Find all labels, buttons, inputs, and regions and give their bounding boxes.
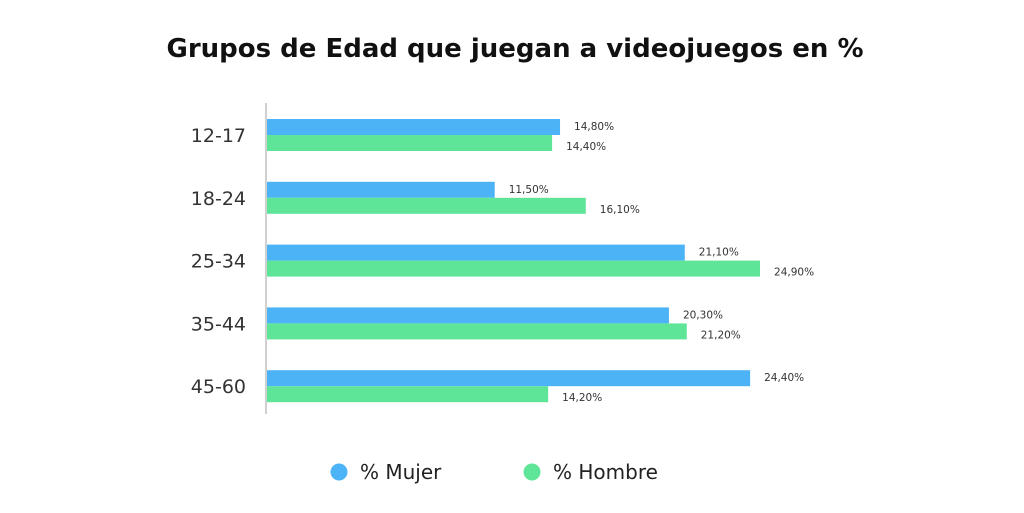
data-label: 24,90%: [774, 267, 814, 279]
bar-mujer: [267, 119, 561, 135]
data-label: 16,10%: [600, 204, 640, 216]
data-label: 14,20%: [562, 392, 602, 404]
bar-mujer: [267, 370, 751, 387]
category-label: 12-17: [191, 125, 246, 147]
category-label: 45-60: [191, 376, 246, 398]
legend: % Mujer % Hombre: [330, 460, 658, 484]
data-label: 24,40%: [764, 372, 804, 384]
data-label: 11,50%: [509, 184, 549, 196]
data-label: 20,30%: [683, 309, 723, 321]
legend-marker-mujer: [330, 463, 348, 481]
data-label: 14,40%: [566, 141, 606, 153]
chart-title: Grupos de Edad que juegan a videojuegos …: [167, 34, 864, 64]
data-label: 21,20%: [701, 329, 741, 341]
bar-hombre: [267, 323, 687, 340]
bars-layer: 12-17 14,80% 14,40% 18-24 11,50% 16,10% 25-34 2…: [191, 119, 814, 404]
category-label: 35-44: [191, 313, 246, 335]
legend-label-mujer: % Mujer: [360, 460, 442, 484]
bar-hombre: [267, 386, 549, 403]
data-label: 14,80%: [574, 121, 614, 133]
legend-label-hombre: % Hombre: [553, 460, 658, 484]
bar-mujer: [267, 181, 495, 198]
category-label: 25-34: [191, 251, 246, 273]
bar-mujer: [267, 307, 669, 324]
bar-hombre: [267, 197, 586, 214]
bar-hombre: [267, 260, 761, 277]
category-label: 18-24: [191, 188, 246, 210]
legend-marker-hombre: [523, 463, 541, 481]
data-label: 21,10%: [699, 247, 739, 259]
bar-mujer: [267, 244, 685, 261]
bar-hombre: [267, 135, 553, 151]
